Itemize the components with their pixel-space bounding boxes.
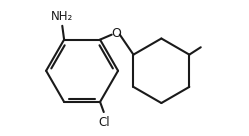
Text: NH₂: NH₂ [51, 10, 73, 23]
Text: O: O [111, 27, 121, 40]
Text: Cl: Cl [98, 116, 110, 129]
